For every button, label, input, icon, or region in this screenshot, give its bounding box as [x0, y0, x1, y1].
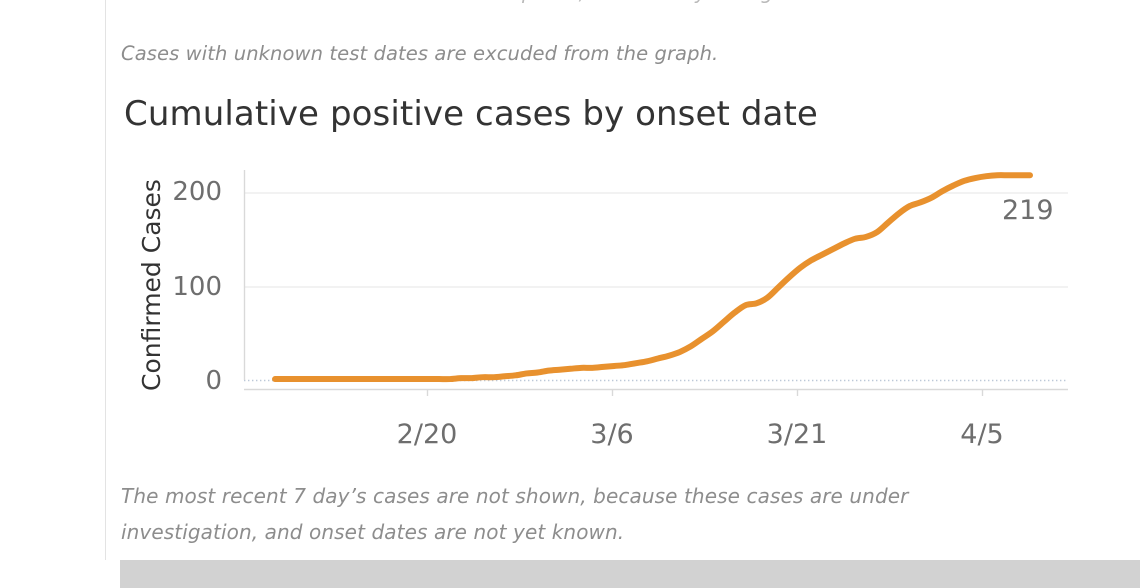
chart-title: Cumulative positive cases by onset date — [124, 94, 818, 134]
note-recent-cases: The most recent 7 day’s cases are not sh… — [121, 484, 909, 544]
x-tick-label-2: 3/6 — [590, 419, 633, 450]
end-value-label: 219 — [1002, 195, 1054, 226]
x-tick-label-1: 2/20 — [397, 419, 458, 450]
clipped-text-above: Data are current as of the most recent u… — [122, 0, 982, 4]
y-tick-label-100: 100 — [172, 272, 222, 302]
left-border-rule — [105, 0, 106, 560]
x-tick-label-4: 4/5 — [960, 419, 1003, 450]
chart-gridlines — [244, 192, 1068, 382]
y-axis-title: Confirmed Cases — [137, 179, 166, 391]
note-excluded-cases: Cases with unknown test dates are excude… — [121, 42, 719, 65]
y-tick-label-200: 200 — [172, 177, 222, 207]
y-tick-label-0: 0 — [205, 366, 222, 396]
cumulative-cases-series-line — [272, 172, 1033, 383]
cumulative-cases-line-chart: 200 100 0 Confirmed Cases 2/20 3/6 3/21 … — [137, 170, 1068, 450]
bottom-gray-bar — [120, 560, 1140, 588]
x-tick-label-3: 3/21 — [767, 419, 828, 450]
x-axis-ticks — [426, 389, 984, 396]
